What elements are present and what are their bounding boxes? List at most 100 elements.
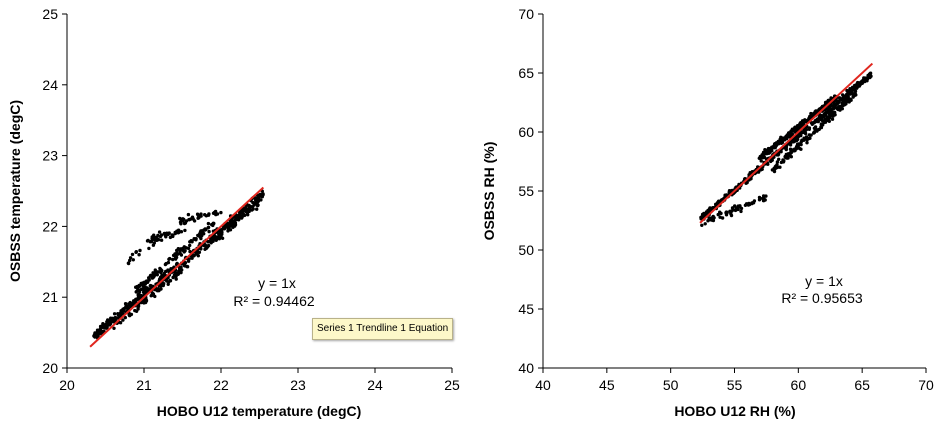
data-point <box>837 106 841 110</box>
data-point <box>151 273 155 278</box>
data-point <box>708 206 712 210</box>
data-point <box>219 210 223 215</box>
y-tick-label: 55 <box>518 183 534 199</box>
data-point <box>104 326 109 330</box>
x-tick-group: 40 45 50 55 60 65 70 <box>535 368 934 393</box>
data-point <box>767 149 772 153</box>
data-point <box>137 253 141 257</box>
data-point <box>175 230 179 235</box>
data-point <box>186 259 191 263</box>
data-point <box>784 152 788 157</box>
y-tick-label: 25 <box>42 6 58 22</box>
data-point <box>830 117 835 121</box>
trendline-equation: y = 1x <box>258 275 296 291</box>
data-point <box>159 238 164 242</box>
data-point <box>157 288 161 293</box>
data-point <box>221 226 226 230</box>
data-point <box>100 324 105 328</box>
data-point <box>159 270 163 275</box>
data-point <box>166 260 171 265</box>
data-point <box>186 246 191 251</box>
data-point <box>831 111 835 116</box>
y-axis-title: OSBSS RH (%) <box>481 142 497 241</box>
data-point <box>153 268 157 272</box>
data-point <box>846 98 850 103</box>
data-point <box>127 302 131 306</box>
data-point <box>807 136 811 141</box>
data-point <box>807 126 812 130</box>
data-point <box>738 204 742 208</box>
data-point <box>718 215 722 219</box>
data-point <box>195 251 199 256</box>
data-point <box>130 252 135 257</box>
data-point <box>121 318 125 322</box>
data-point <box>231 225 235 229</box>
data-point <box>196 213 200 217</box>
data-point <box>175 248 179 253</box>
data-point <box>156 233 160 238</box>
data-point <box>209 240 213 244</box>
data-point <box>809 133 813 137</box>
data-point <box>171 257 175 262</box>
data-point <box>95 330 99 335</box>
y-axis-title: OSBSS temperature (degC) <box>7 100 23 282</box>
data-point <box>171 253 176 258</box>
data-point <box>729 213 734 218</box>
data-point <box>214 212 218 217</box>
y-tick-label: 45 <box>518 301 534 317</box>
data-point <box>191 217 195 221</box>
data-point <box>179 230 184 234</box>
y-tick-label: 40 <box>518 360 534 376</box>
data-point <box>813 119 817 123</box>
y-tick-label: 65 <box>518 65 534 81</box>
data-point <box>813 111 817 115</box>
data-point <box>180 248 185 252</box>
data-point <box>786 156 790 160</box>
data-point <box>261 192 265 196</box>
y-tick-label: 20 <box>42 360 58 376</box>
data-point <box>255 201 259 206</box>
x-axis-title: HOBO U12 temperature (degC) <box>157 403 362 419</box>
data-point <box>138 248 142 253</box>
data-point <box>772 145 776 149</box>
trendline <box>699 62 874 224</box>
data-point <box>848 87 852 91</box>
data-point <box>182 263 186 268</box>
data-point <box>789 129 794 133</box>
data-point <box>786 133 791 137</box>
data-point <box>827 112 832 117</box>
data-point <box>171 233 175 237</box>
x-tick-label: 55 <box>727 377 743 393</box>
data-point <box>256 197 260 201</box>
data-point <box>758 156 762 160</box>
data-point <box>843 100 848 104</box>
data-point <box>245 212 250 216</box>
data-point <box>128 258 132 263</box>
y-tick-label: 60 <box>518 124 534 140</box>
data-point <box>836 100 841 105</box>
data-point <box>805 141 809 145</box>
data-point <box>781 160 785 164</box>
trendline-equation: y = 1x <box>805 273 843 289</box>
r-squared-label: R² = 0.94462 <box>233 293 315 309</box>
x-tick-label: 65 <box>854 377 870 393</box>
data-point <box>868 71 873 75</box>
data-point <box>137 290 142 294</box>
temperature-chart: 20 21 22 23 24 25 20 21 22 23 24 25 y = 1x R² = 0.… <box>7 6 460 419</box>
data-point <box>112 318 116 322</box>
data-point <box>123 302 128 306</box>
data-point <box>824 118 828 122</box>
data-point <box>792 127 796 132</box>
x-tick-label: 21 <box>136 377 152 393</box>
data-point <box>796 144 800 148</box>
data-point <box>117 314 122 318</box>
data-point <box>192 237 196 241</box>
data-point <box>823 111 828 116</box>
data-point <box>797 134 801 138</box>
data-point <box>757 198 762 202</box>
data-point <box>147 278 151 282</box>
data-point <box>180 268 184 272</box>
data-point <box>178 220 183 224</box>
data-point <box>728 209 732 213</box>
